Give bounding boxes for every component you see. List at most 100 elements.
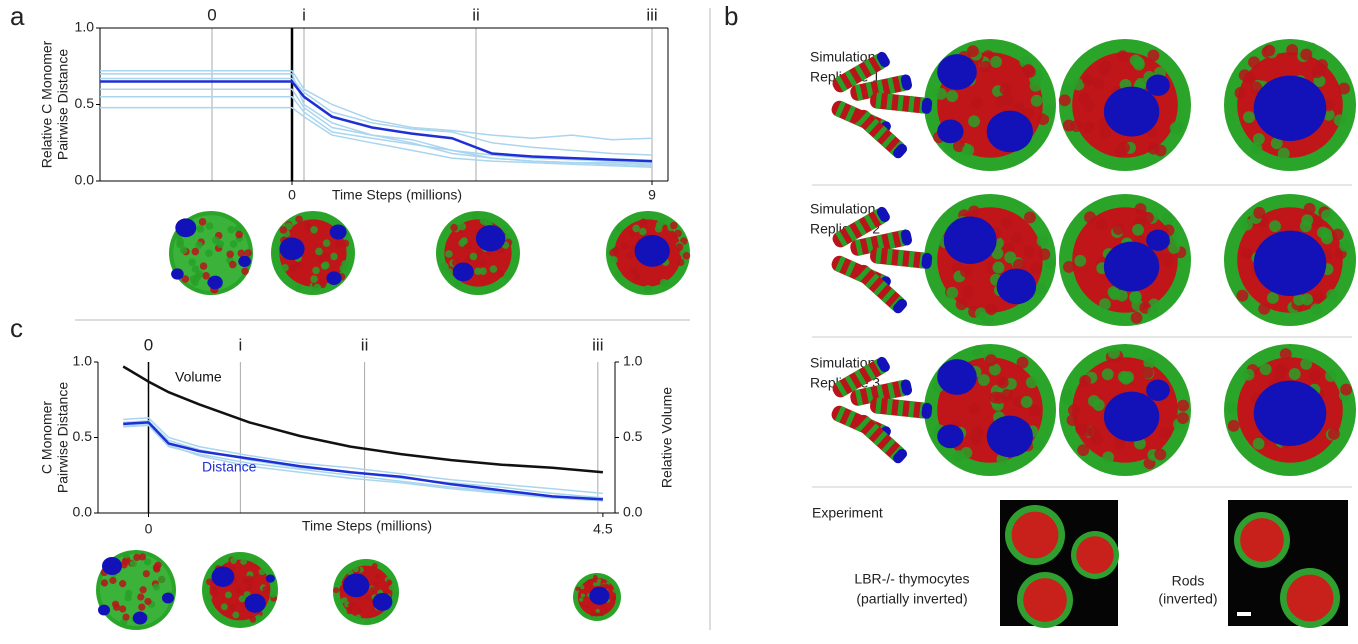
texture — [971, 345, 984, 358]
rod-stripe — [875, 247, 882, 264]
texture — [313, 283, 322, 292]
x-axis-label: Time Steps (millions) — [332, 187, 462, 203]
rod-stripe — [856, 265, 872, 282]
texture — [220, 603, 228, 611]
annotation: iii — [592, 335, 603, 354]
caption: (inverted) — [1158, 591, 1217, 607]
texture — [1023, 65, 1036, 78]
rod-stripe — [887, 232, 896, 249]
texture — [235, 230, 243, 239]
rod-stripe — [865, 81, 874, 99]
texture — [1118, 141, 1130, 154]
cell-core — [1011, 511, 1059, 559]
texture — [674, 229, 682, 238]
texture — [1147, 49, 1160, 62]
heterochromatin — [1253, 380, 1327, 446]
texture — [1311, 66, 1324, 79]
texture — [1300, 48, 1313, 61]
rod-stripe — [835, 380, 848, 397]
texture — [988, 363, 1001, 376]
texture — [1010, 232, 1023, 244]
texture — [1279, 348, 1292, 361]
texture — [1252, 133, 1265, 145]
panel-label: c — [10, 313, 23, 343]
texture — [228, 260, 237, 269]
y-axis-label: Relative C Monomer — [39, 40, 55, 168]
texture — [1028, 404, 1041, 417]
texture — [317, 256, 326, 264]
texture — [224, 591, 232, 599]
texture — [496, 269, 505, 278]
rod-stripe — [876, 234, 885, 252]
texture — [1079, 375, 1092, 387]
texture — [1062, 83, 1075, 95]
texture — [1099, 126, 1112, 139]
texture — [240, 558, 248, 565]
rod-stripe — [908, 95, 915, 113]
texture — [1248, 56, 1260, 69]
texture — [1243, 111, 1255, 124]
heterochromatin — [342, 573, 370, 598]
texture — [1002, 242, 1015, 255]
texture — [1333, 114, 1346, 127]
texture — [460, 237, 468, 245]
texture — [1004, 251, 1017, 264]
texture — [321, 261, 330, 270]
texture — [1030, 262, 1043, 275]
texture — [1092, 399, 1105, 411]
scale-bar — [1237, 612, 1251, 616]
rod-stripe — [863, 214, 877, 231]
texture — [1063, 261, 1075, 273]
y-tick-label: 1.0 — [73, 353, 93, 369]
texture — [968, 402, 981, 415]
texture — [1242, 368, 1255, 381]
heterochromatin — [329, 224, 347, 240]
texture — [1338, 82, 1350, 95]
texture — [1300, 357, 1313, 370]
texture — [1313, 75, 1326, 88]
texture — [1013, 258, 1025, 271]
texture — [1240, 218, 1253, 231]
texture — [199, 262, 208, 270]
texture — [458, 222, 467, 231]
heterochromatin — [244, 593, 266, 613]
texture — [1134, 203, 1147, 216]
texture — [1240, 247, 1253, 260]
heterochromatin — [175, 218, 197, 238]
texture — [310, 275, 318, 283]
texture — [962, 144, 975, 157]
texture — [1070, 120, 1083, 133]
texture — [960, 265, 973, 278]
rod-stripe — [844, 105, 856, 123]
texture — [611, 247, 620, 255]
texture — [1077, 444, 1090, 457]
texture — [586, 579, 592, 584]
heterochromatin — [1253, 230, 1327, 296]
texture — [244, 249, 252, 257]
texture — [968, 205, 981, 218]
annotation: ii — [361, 335, 369, 354]
texture — [479, 217, 488, 225]
texture — [580, 593, 585, 598]
heterochromatin — [238, 255, 251, 268]
texture — [176, 237, 184, 246]
texture — [633, 273, 641, 281]
texture — [1029, 79, 1042, 92]
texture — [251, 556, 259, 564]
texture — [1154, 448, 1167, 461]
texture — [503, 271, 512, 280]
texture — [1082, 100, 1095, 113]
texture — [1099, 60, 1112, 73]
texture — [374, 573, 381, 580]
texture — [592, 582, 598, 587]
texture — [235, 586, 243, 594]
heterochromatin — [326, 271, 342, 286]
texture — [621, 242, 629, 251]
texture — [612, 588, 617, 593]
heterochromatin — [1103, 391, 1160, 442]
texture — [615, 224, 624, 232]
texture — [974, 307, 987, 320]
heterochromatin — [943, 216, 997, 264]
rod-stripe — [834, 100, 846, 118]
rod-stripe — [835, 230, 848, 247]
